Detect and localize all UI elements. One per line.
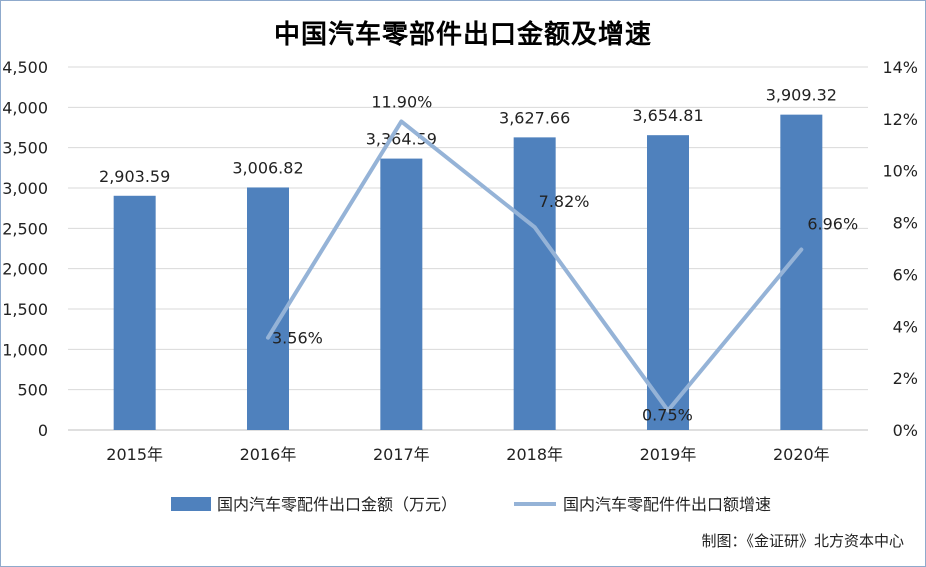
bar-data-label: 3,627.66 [499, 108, 570, 127]
bar-data-label: 2,903.59 [99, 167, 170, 186]
bar-data-label: 3,909.32 [766, 86, 837, 105]
bar [780, 114, 823, 430]
bar-data-label: 3,006.82 [232, 158, 303, 177]
x-axis-tick-label: 2017年 [373, 445, 430, 464]
left-axis-tick-label: 4,000 [2, 98, 48, 117]
line-data-label: 6.96% [807, 215, 858, 234]
line-data-label: 7.82% [539, 192, 590, 211]
left-axis-tick-label: 3,500 [2, 139, 48, 158]
source-note: 制图：《金证研》北方资本中心 [701, 532, 904, 550]
x-axis-tick-label: 2019年 [640, 445, 697, 464]
bar [247, 187, 289, 430]
left-axis-tick-label: 2,500 [2, 219, 48, 238]
right-axis-tick-label: 6% [893, 265, 918, 284]
right-axis-tick-label: 10% [882, 162, 918, 181]
bar [113, 195, 156, 430]
legend-label-line: 国内汽车零配件件出口额增速 [563, 495, 771, 514]
x-axis-tick-label: 2018年 [506, 445, 563, 464]
right-axis-tick-label: 2% [893, 369, 918, 388]
chart-title: 中国汽车零部件出口金额及增速 [273, 20, 652, 50]
bar-data-label: 3,654.81 [632, 106, 703, 125]
left-axis-tick-label: 4,500 [2, 58, 48, 77]
left-axis-tick-label: 500 [17, 381, 48, 400]
bar [647, 135, 689, 431]
right-axis-tick-label: 0% [893, 421, 918, 440]
right-axis-tick-label: 4% [893, 317, 918, 336]
x-axis-tick-label: 2016年 [240, 445, 297, 464]
line-data-label: 0.75% [642, 406, 693, 425]
right-axis-tick-label: 8% [893, 214, 918, 233]
left-axis-tick-label: 3,000 [2, 179, 48, 198]
x-axis-tick-label: 2015年 [106, 445, 163, 464]
left-axis-tick-label: 1,500 [2, 300, 48, 319]
x-axis-tick-label: 2020年 [773, 445, 830, 464]
right-axis-tick-label: 12% [882, 110, 918, 129]
left-axis-tick-label: 0 [38, 421, 48, 440]
legend-label-bar: 国内汽车零配件出口金额（万元） [217, 495, 457, 514]
line-data-label: 11.90% [371, 92, 432, 111]
bar [380, 158, 423, 431]
left-axis-tick-label: 2,000 [2, 260, 48, 279]
bar [513, 137, 556, 430]
left-axis-tick-label: 1,000 [2, 340, 48, 359]
legend-swatch-bar [171, 497, 211, 511]
right-axis-tick-label: 14% [882, 58, 918, 77]
line-data-label: 3.56% [272, 329, 323, 348]
